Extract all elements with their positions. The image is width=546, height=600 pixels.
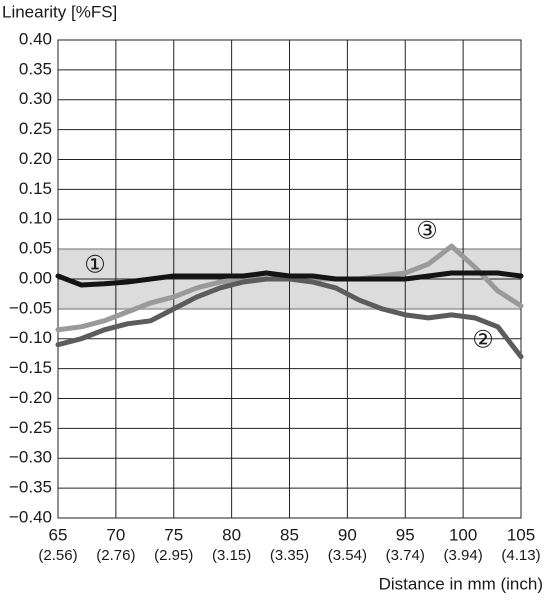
y-axis-title: Linearity [%FS]	[2, 2, 117, 21]
y-tick-label: 0.05	[19, 239, 52, 258]
y-tick-label: −0.15	[9, 358, 52, 377]
series-label: ①	[84, 251, 106, 278]
y-tick-label: −0.10	[9, 328, 52, 347]
y-tick-label: 0.00	[19, 268, 52, 287]
series-label: ②	[472, 326, 494, 353]
x-tick-inch-label: (2.56)	[38, 547, 77, 564]
series-label: ③	[416, 217, 438, 244]
data-line	[55, 270, 524, 288]
x-tick-label: 80	[222, 525, 241, 544]
y-tick-label: 0.10	[19, 209, 52, 228]
y-tick-label: −0.05	[9, 298, 52, 317]
x-tick-label: 75	[164, 525, 183, 544]
x-tick-label: 100	[449, 525, 477, 544]
x-tick-label: 105	[507, 525, 535, 544]
x-tick-label: 90	[338, 525, 357, 544]
y-tick-label: −0.30	[9, 448, 52, 467]
x-tick-inch-label: (4.13)	[501, 547, 540, 564]
y-tick-label: 0.15	[19, 179, 52, 198]
y-tick-label: 0.30	[19, 89, 52, 108]
y-tick-label: −0.40	[9, 507, 52, 526]
x-tick-inch-label: (3.15)	[212, 547, 251, 564]
y-tick-label: −0.35	[9, 478, 52, 497]
x-tick-inch-label: (3.94)	[444, 547, 483, 564]
x-tick-inch-label: (2.95)	[154, 547, 193, 564]
x-tick-inch-label: (3.35)	[270, 547, 309, 564]
x-tick-inch-label: (3.54)	[328, 547, 367, 564]
x-tick-label: 95	[396, 525, 415, 544]
x-tick-label: 65	[49, 525, 68, 544]
x-axis-title: Distance in mm (inch)	[379, 574, 543, 593]
x-tick-inch-label: (3.74)	[386, 547, 425, 564]
y-tick-label: −0.20	[9, 388, 52, 407]
y-tick-label: 0.35	[19, 59, 52, 78]
y-tick-label: 0.40	[19, 29, 52, 48]
y-tick-label: −0.25	[9, 418, 52, 437]
y-tick-label: 0.25	[19, 119, 52, 138]
x-tick-label: 70	[106, 525, 125, 544]
plot-frame	[57, 39, 522, 519]
data-line	[55, 276, 524, 360]
x-tick-label: 85	[280, 525, 299, 544]
x-tick-inch-label: (2.76)	[96, 547, 135, 564]
y-tick-label: 0.20	[19, 149, 52, 168]
